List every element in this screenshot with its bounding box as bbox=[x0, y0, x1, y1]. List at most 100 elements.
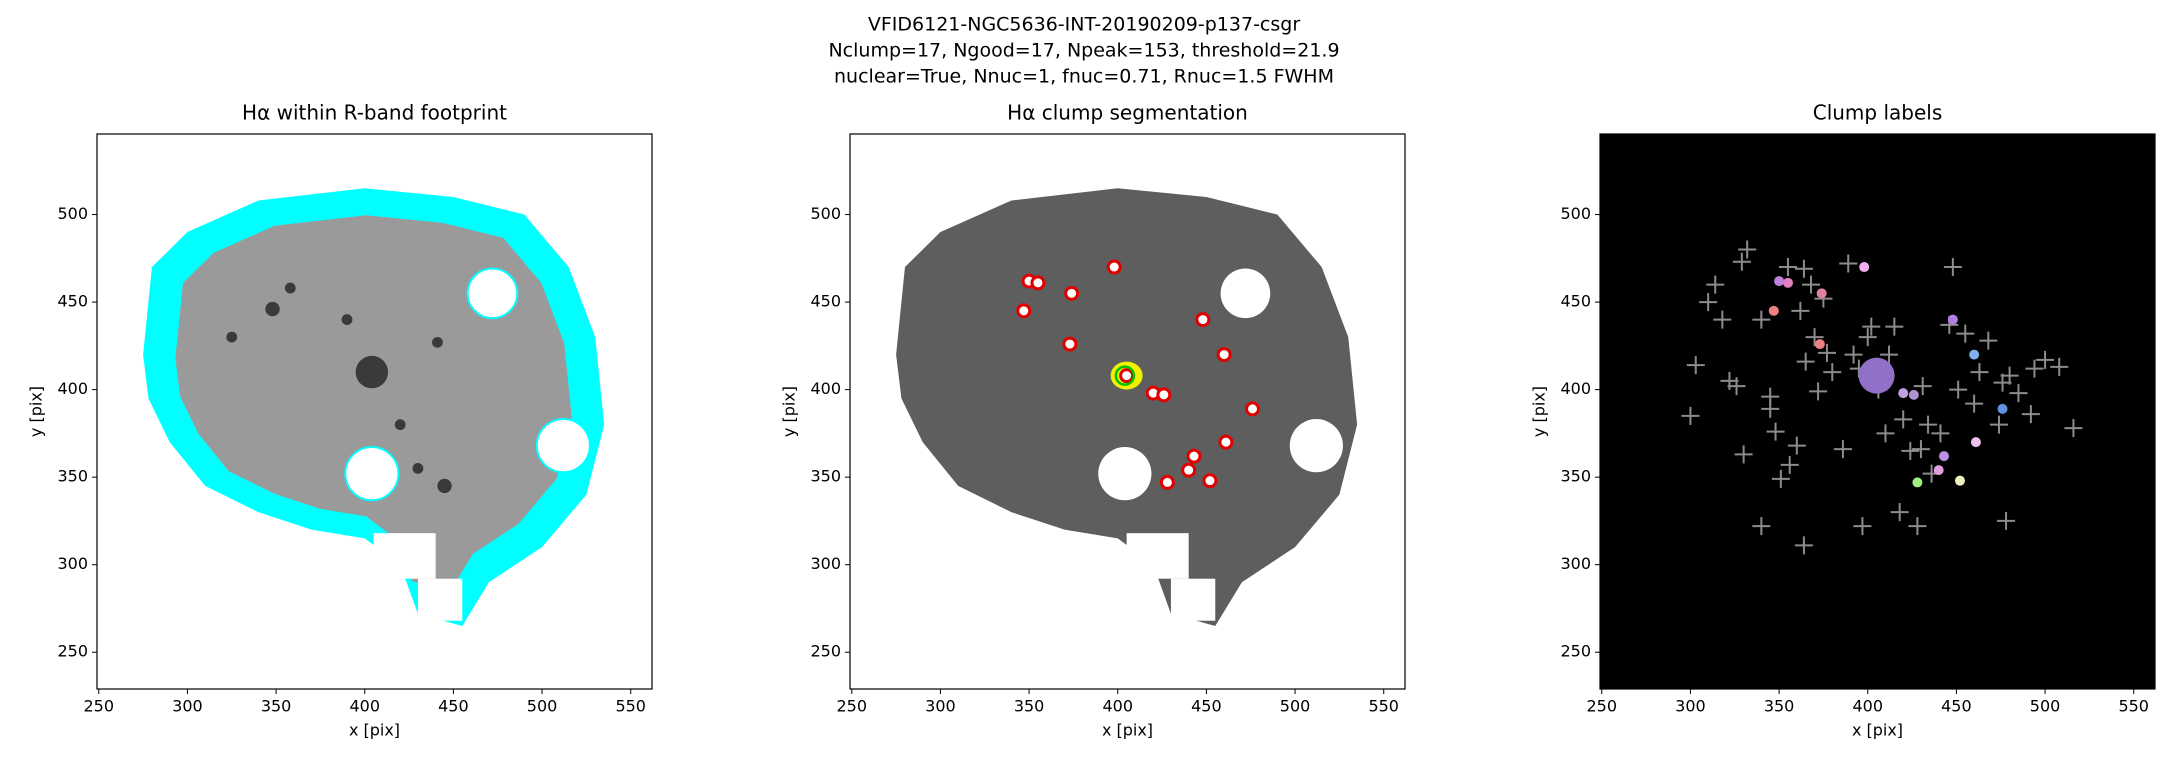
clump-marker bbox=[1064, 285, 1080, 301]
masked-star bbox=[1098, 447, 1152, 501]
clump-label bbox=[1912, 477, 1923, 488]
peak-marker bbox=[1778, 258, 1797, 277]
peak-marker bbox=[1997, 511, 2016, 530]
y-tick-label: 450 bbox=[57, 292, 88, 311]
x-tick-label: 450 bbox=[438, 697, 469, 716]
peak-marker bbox=[1686, 356, 1705, 375]
x-tick-label: 400 bbox=[1852, 697, 1883, 716]
image bbox=[850, 134, 1405, 689]
axes-frame bbox=[96, 133, 653, 690]
clump-marker bbox=[1216, 347, 1232, 363]
nucleus-marker bbox=[1114, 365, 1136, 386]
suptitle: Nclump=17, Ngood=17, Npeak=153, threshol… bbox=[828, 40, 1339, 62]
dark-spot bbox=[412, 463, 424, 474]
masked-region bbox=[373, 533, 436, 579]
x-tick-label: 300 bbox=[1675, 697, 1706, 716]
clump-marker bbox=[1181, 462, 1197, 478]
masked-star bbox=[344, 446, 400, 502]
image-background bbox=[1600, 134, 2155, 689]
axes-frame bbox=[849, 133, 1406, 690]
clump-label bbox=[1858, 357, 1895, 394]
x-tick-label: 350 bbox=[1014, 697, 1045, 716]
peak-marker bbox=[1761, 387, 1780, 406]
clump-label bbox=[1969, 349, 1980, 360]
image bbox=[1600, 134, 2155, 689]
clump-marker bbox=[1245, 401, 1261, 417]
peak-marker bbox=[1949, 380, 1968, 399]
peak-marker bbox=[1706, 275, 1725, 294]
clump-label bbox=[1970, 437, 1981, 448]
clump-marker bbox=[1062, 336, 1078, 352]
x-tick-label: 350 bbox=[261, 697, 292, 716]
y-tick-label: 350 bbox=[57, 467, 88, 486]
y-tick-label: 350 bbox=[810, 467, 841, 486]
peak-marker bbox=[1794, 536, 1813, 555]
panel: 250 300 350 400 450 500 550 250 300 350 400 450 500 H… bbox=[27, 101, 653, 740]
x-tick-label: 450 bbox=[1191, 697, 1222, 716]
peak-marker bbox=[1956, 324, 1975, 343]
peak-marker bbox=[1738, 240, 1757, 259]
image bbox=[97, 134, 652, 689]
peak-marker bbox=[2036, 350, 2055, 369]
masked-region bbox=[1170, 578, 1216, 621]
clump-label bbox=[1933, 465, 1944, 476]
peak-marker bbox=[2050, 357, 2069, 376]
peak-marker bbox=[1796, 352, 1815, 371]
y-tick-label: 450 bbox=[1560, 292, 1591, 311]
clump-marker bbox=[1186, 448, 1202, 464]
dark-spot bbox=[265, 301, 280, 317]
peak-marker bbox=[1732, 252, 1751, 271]
dark-spot bbox=[432, 336, 443, 348]
panel: 250 300 350 400 450 500 550 250 300 350 400 450 500 C… bbox=[1530, 101, 2156, 740]
peak-marker bbox=[1890, 503, 1909, 522]
axes-title: Hα within R-band footprint bbox=[242, 101, 507, 125]
masked-star bbox=[1289, 419, 1343, 473]
peak-marker bbox=[1970, 363, 1989, 382]
x-tick-label: 450 bbox=[1941, 697, 1972, 716]
y-tick-label: 350 bbox=[1560, 467, 1591, 486]
y-axis-label: y [pix] bbox=[27, 386, 46, 437]
axes-title: Hα clump segmentation bbox=[1007, 101, 1248, 125]
clump-label bbox=[1816, 288, 1827, 299]
masked-region bbox=[417, 578, 463, 621]
peak-marker bbox=[1858, 328, 1877, 347]
y-tick-label: 300 bbox=[810, 554, 841, 573]
y-tick-label: 400 bbox=[1560, 379, 1591, 398]
peak-marker bbox=[1791, 301, 1810, 320]
dark-spot bbox=[437, 478, 452, 494]
peak-marker bbox=[1823, 363, 1842, 382]
peak-marker bbox=[1880, 345, 1899, 364]
peak-marker bbox=[1752, 310, 1771, 329]
clump-label bbox=[1859, 262, 1870, 273]
y-axis-label: y [pix] bbox=[780, 386, 799, 437]
clump-label bbox=[1938, 451, 1949, 462]
peak-marker bbox=[1993, 373, 2012, 392]
clump-label bbox=[1997, 403, 2008, 414]
peak-marker bbox=[1713, 310, 1732, 329]
clump-label bbox=[1908, 389, 1919, 400]
peak-marker bbox=[1885, 317, 1904, 336]
x-axis-label: x [pix] bbox=[1852, 721, 1903, 740]
x-tick-label: 250 bbox=[836, 697, 867, 716]
peak-marker bbox=[1901, 441, 1920, 460]
peak-marker bbox=[1919, 415, 1938, 434]
peak-marker bbox=[1805, 328, 1824, 347]
clump-label bbox=[1954, 475, 1965, 486]
peak-marker bbox=[1794, 259, 1813, 278]
peak-marker bbox=[2009, 384, 2028, 403]
clump-label bbox=[1814, 339, 1825, 350]
masked-region bbox=[1126, 533, 1189, 579]
clump-marker bbox=[1195, 312, 1211, 328]
dark-spot bbox=[355, 355, 389, 389]
peak-marker bbox=[1817, 343, 1836, 362]
x-axis-label: x [pix] bbox=[349, 721, 400, 740]
peak-marker bbox=[1965, 394, 1984, 413]
peak-marker bbox=[1771, 469, 1790, 488]
peak-marker bbox=[1727, 377, 1746, 396]
y-tick-label: 300 bbox=[57, 554, 88, 573]
clump-label bbox=[1947, 314, 1958, 325]
y-tick-label: 450 bbox=[810, 292, 841, 311]
suptitle: nuclear=True, Nnuc=1, fnuc=0.71, Rnuc=1.… bbox=[834, 66, 1334, 88]
peak-marker bbox=[2064, 419, 2083, 438]
